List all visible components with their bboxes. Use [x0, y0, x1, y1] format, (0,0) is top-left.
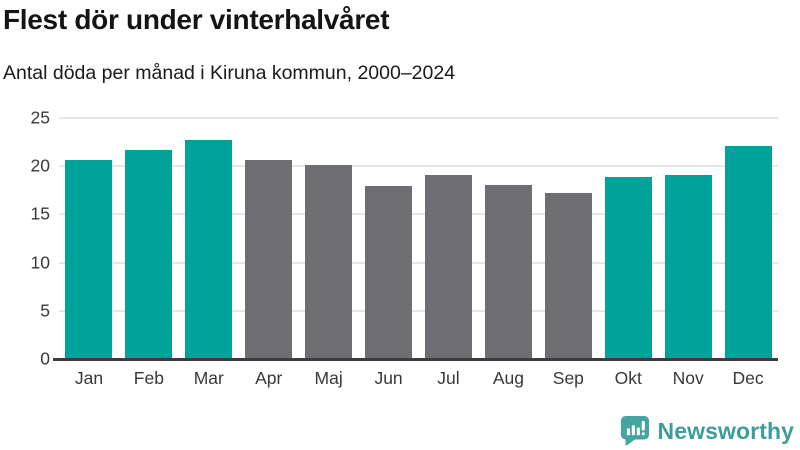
x-tick-label-jan: Jan: [74, 368, 104, 388]
bar-slot-jun: [359, 118, 419, 359]
x-tick-label-jul: Jul: [437, 368, 460, 388]
bar-okt: [604, 176, 652, 359]
chart-title: Flest dör under vinterhalvåret: [3, 4, 390, 35]
bar-jul: [424, 174, 472, 359]
bar-slot-dec: [718, 118, 778, 359]
bar-slot-sep: [538, 118, 598, 359]
bar-feb: [125, 149, 173, 359]
bar-slot-feb: [119, 118, 179, 359]
bar-slot-okt: [598, 118, 658, 359]
x-axis: Jan Feb Mar Apr Maj Jun Jul Aug Sep Okt Nov Dec: [59, 368, 778, 389]
x-tick-label-jun: Jun: [374, 368, 403, 388]
y-tick-label-0: 0: [40, 348, 50, 369]
bar-slot-maj: [299, 118, 359, 359]
newsworthy-logo-icon: [620, 416, 649, 446]
bar-slot-aug: [478, 118, 538, 359]
bar-apr: [245, 160, 293, 359]
y-tick-label-25: 25: [30, 107, 50, 128]
gridline: [59, 213, 778, 216]
y-tick-label-10: 10: [30, 252, 50, 273]
x-tick-label-feb: Feb: [133, 368, 164, 388]
gridline: [59, 165, 778, 168]
chart-subtitle: Antal döda per månad i Kiruna kommun, 20…: [3, 62, 456, 84]
x-tick-label-sep: Sep: [552, 368, 584, 388]
gridline: [59, 261, 778, 264]
x-axis-line: [53, 358, 778, 361]
bar-jun: [365, 186, 413, 359]
newsworthy-logo: Newsworthy: [620, 415, 794, 447]
x-tick-label-nov: Nov: [672, 368, 704, 388]
newsworthy-logo-text: Newsworthy: [657, 417, 794, 444]
y-tick-label-15: 15: [30, 203, 50, 224]
y-axis: 0 5 10 15 20 25: [0, 108, 50, 369]
bar-slot-mar: [179, 118, 239, 359]
bar-dec: [724, 145, 772, 359]
bar-slot-nov: [658, 118, 718, 359]
bar-mar: [185, 140, 233, 359]
y-tick-label-20: 20: [30, 155, 50, 176]
bars: [59, 118, 778, 359]
y-tick-label-5: 5: [40, 300, 50, 321]
bar-maj: [305, 165, 353, 359]
gridline: [59, 117, 778, 119]
x-tick-label-maj: Maj: [314, 368, 343, 388]
gridline: [59, 309, 778, 312]
x-tick-label-dec: Dec: [732, 368, 764, 388]
bar-sep: [544, 193, 592, 359]
bar-slot-jan: [59, 118, 119, 359]
plot-area: [53, 117, 778, 361]
x-tick-label-apr: Apr: [255, 368, 283, 388]
bar-jan: [65, 160, 113, 359]
x-tick-label-okt: Okt: [614, 368, 642, 388]
x-tick-label-mar: Mar: [193, 368, 224, 388]
x-tick-label-aug: Aug: [492, 368, 524, 388]
bar-aug: [484, 184, 532, 359]
bar-slot-apr: [239, 118, 299, 359]
bar-slot-jul: [419, 118, 479, 359]
bar-nov: [664, 174, 712, 359]
